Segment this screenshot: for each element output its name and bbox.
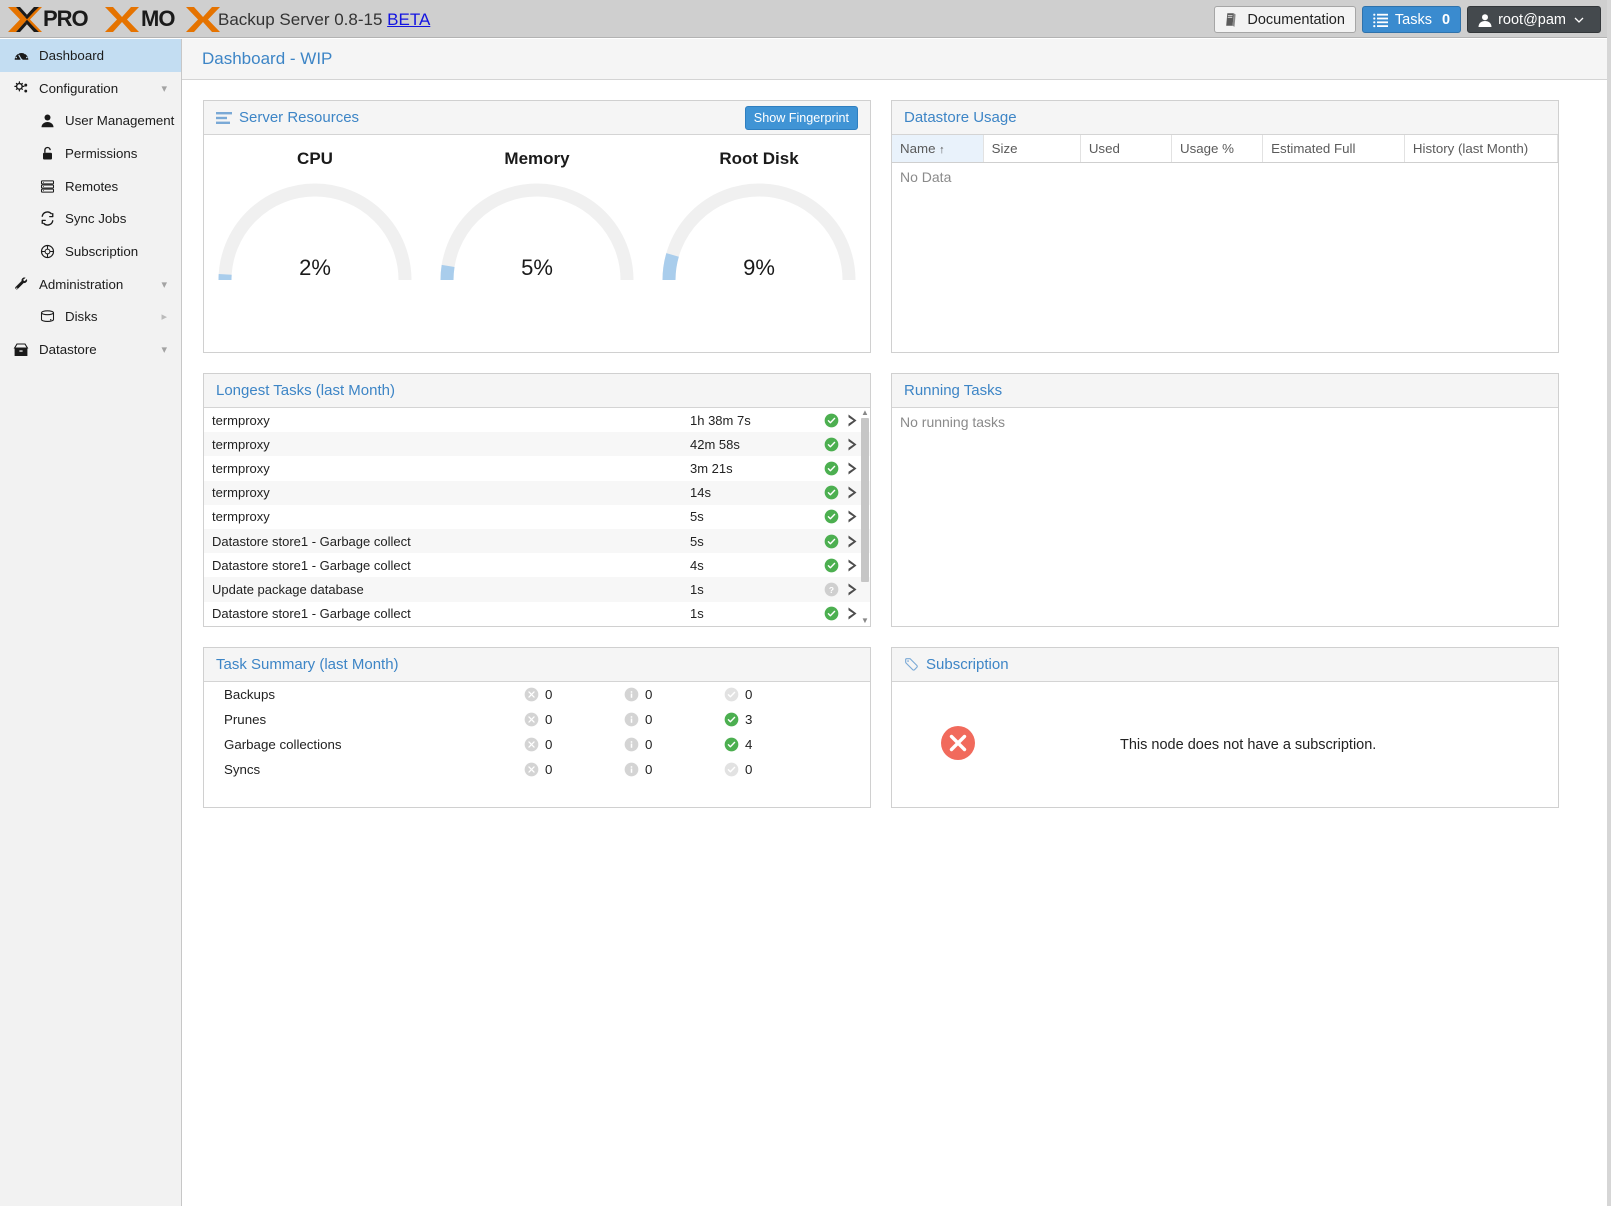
svg-text:MO: MO — [141, 6, 175, 31]
svg-text:?: ? — [828, 585, 833, 595]
svg-text:PRO: PRO — [43, 6, 89, 31]
